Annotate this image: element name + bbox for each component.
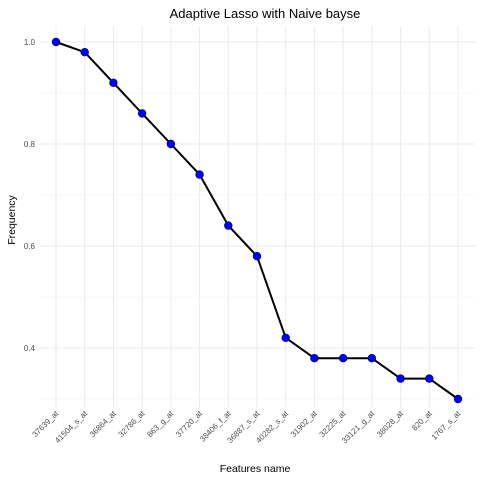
data-point	[252, 252, 262, 261]
x-axis-ticks: 37639_at41504_s_at36864_at32786_at863_g_…	[30, 409, 463, 446]
x-tick-label: 38028_at	[375, 409, 406, 440]
data-point	[224, 221, 233, 230]
y-axis-ticks: 0.4 0.6 0.8 1.0	[24, 38, 36, 353]
y-tick-label: 0.4	[24, 344, 36, 353]
data-point	[396, 374, 405, 383]
data-point	[51, 37, 61, 47]
data-points	[51, 37, 463, 404]
x-tick-label: 36864_at	[88, 409, 119, 440]
data-point	[137, 109, 147, 118]
data-point	[80, 48, 89, 57]
x-tick-label: 1767_s_at	[430, 409, 463, 442]
y-tick-label: 0.6	[24, 242, 36, 251]
x-tick-label: 32786_at	[117, 409, 148, 440]
x-tick-label: 31902_at	[289, 409, 320, 440]
y-tick-label: 1.0	[24, 38, 36, 47]
data-point	[195, 170, 204, 179]
data-point	[425, 374, 434, 383]
data-point	[338, 354, 348, 363]
data-point	[367, 354, 377, 363]
y-axis-title: Frequency	[6, 194, 18, 244]
data-point	[453, 394, 463, 404]
data-point	[310, 354, 319, 363]
data-point	[281, 333, 290, 342]
data-point	[109, 78, 118, 87]
x-axis-title: Features name	[220, 463, 291, 475]
x-tick-label: 820_at	[410, 409, 434, 433]
data-point	[166, 139, 176, 149]
y-tick-label: 0.8	[24, 140, 36, 149]
chart-title: Adaptive Lasso with Naive bayse	[170, 6, 361, 21]
grid	[40, 26, 475, 408]
x-tick-label: 863_g_at	[145, 409, 176, 440]
